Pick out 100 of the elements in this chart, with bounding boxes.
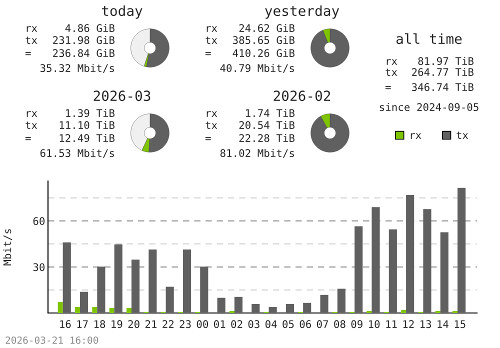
text: = (205, 52, 211, 56)
bar (401, 310, 406, 313)
text: 20.54 TiB (239, 120, 295, 130)
legend-label: rx (410, 133, 422, 139)
x-tick-label: 03 (248, 320, 260, 328)
text: rx (26, 111, 38, 117)
bar (423, 209, 432, 313)
text: 24.62 GiB (239, 24, 295, 32)
x-tick-label: 07 (316, 320, 328, 328)
x-tick-label: 19 (112, 320, 122, 328)
bar (114, 244, 122, 313)
x-tick-label: 20 (128, 320, 140, 328)
bar (337, 288, 346, 313)
text: rx (206, 111, 218, 117)
x-tick-label: 06 (300, 320, 311, 328)
donut-slice (310, 28, 350, 68)
text: 81.97 TiB (418, 56, 474, 66)
text: 1.74 TiB (246, 108, 295, 117)
x-tick-label: 15 (454, 320, 466, 328)
x-tick-label: 12 (403, 320, 414, 328)
x-tick-label: 13 (420, 320, 432, 328)
x-tick-label: 21 (145, 320, 157, 328)
bar (62, 242, 71, 313)
bar (200, 266, 208, 313)
text: all time (396, 33, 462, 44)
bar (234, 296, 243, 313)
bar (458, 188, 466, 313)
x-tick-label: 05 (282, 320, 294, 328)
bar (303, 302, 312, 313)
text: 4.86 GiB (65, 24, 115, 32)
text: 410.26 GiB (232, 48, 295, 58)
x-tick-label: 22 (162, 320, 174, 328)
bar (148, 249, 157, 313)
text: 236.84 GiB (53, 48, 115, 58)
text: tx (26, 36, 38, 44)
donut-slice (310, 114, 350, 152)
bar (126, 308, 132, 313)
bar (354, 226, 363, 313)
bar (109, 308, 114, 313)
x-tick-label: 18 (94, 320, 106, 328)
legend-label: tx (456, 132, 468, 139)
bar (80, 292, 88, 313)
x-tick-label: 02 (231, 320, 242, 328)
text: 231.98 GiB (53, 36, 115, 44)
bar (252, 304, 260, 313)
y-tick-label: 60 (33, 217, 45, 226)
text: 81.02 Mbit/s (220, 148, 294, 158)
bar (217, 298, 226, 313)
text: 22.28 TiB (239, 134, 295, 142)
y-axis-title: Mbit/s (3, 229, 12, 266)
text: 61.53 Mbit/s (40, 148, 114, 158)
text: = (25, 137, 31, 140)
text: 11.10 TiB (60, 120, 115, 130)
bar (58, 302, 63, 313)
bar (97, 266, 106, 313)
x-tick-label: 14 (438, 320, 448, 328)
chart-title: 2026-03 (94, 90, 150, 102)
bar (320, 294, 328, 313)
bar (372, 207, 380, 313)
text: tx (206, 36, 218, 44)
x-tick-label: 23 (180, 320, 191, 328)
text: rx (26, 26, 38, 32)
y-tick-label: 30 (33, 263, 45, 272)
bar (286, 304, 294, 313)
x-tick-label: 04 (265, 320, 277, 328)
text: = (25, 52, 31, 56)
x-tick-label: 09 (351, 320, 362, 328)
text: 35.32 Mbit/s (40, 64, 114, 73)
text: 1.39 TiB (66, 108, 115, 118)
x-tick-label: 01 (214, 320, 226, 328)
bar (388, 229, 397, 313)
bar (131, 260, 140, 313)
bar (92, 307, 98, 313)
text: tx (26, 122, 38, 129)
x-tick-label: 16 (60, 320, 71, 328)
chart-title: yesterday (265, 5, 340, 19)
text: 12.49 TiB (60, 134, 115, 142)
text: 346.74 TiB (412, 82, 474, 92)
x-tick-label: 11 (386, 320, 397, 328)
text: = (385, 86, 391, 90)
bar (182, 249, 192, 313)
x-tick-label: 08 (334, 320, 346, 328)
text: tx (386, 68, 398, 76)
text: rx (386, 59, 398, 65)
text: 40.79 Mbit/s (220, 64, 294, 73)
bar (268, 307, 277, 313)
bar (406, 194, 414, 313)
x-tick-label: 17 (77, 320, 88, 328)
chart-title: today (102, 5, 142, 19)
text: = (205, 137, 211, 140)
text: rx (206, 26, 218, 32)
bar (75, 307, 80, 313)
bar (166, 286, 174, 313)
text: 2026-03-21 16:00 (6, 336, 98, 344)
bar (440, 232, 448, 313)
text: tx (206, 122, 218, 129)
text: since 2024-09-05 (380, 102, 478, 112)
text: 264.77 TiB (412, 68, 474, 76)
chart-title: 2026-02 (274, 90, 330, 102)
text: 385.65 GiB (232, 36, 295, 44)
